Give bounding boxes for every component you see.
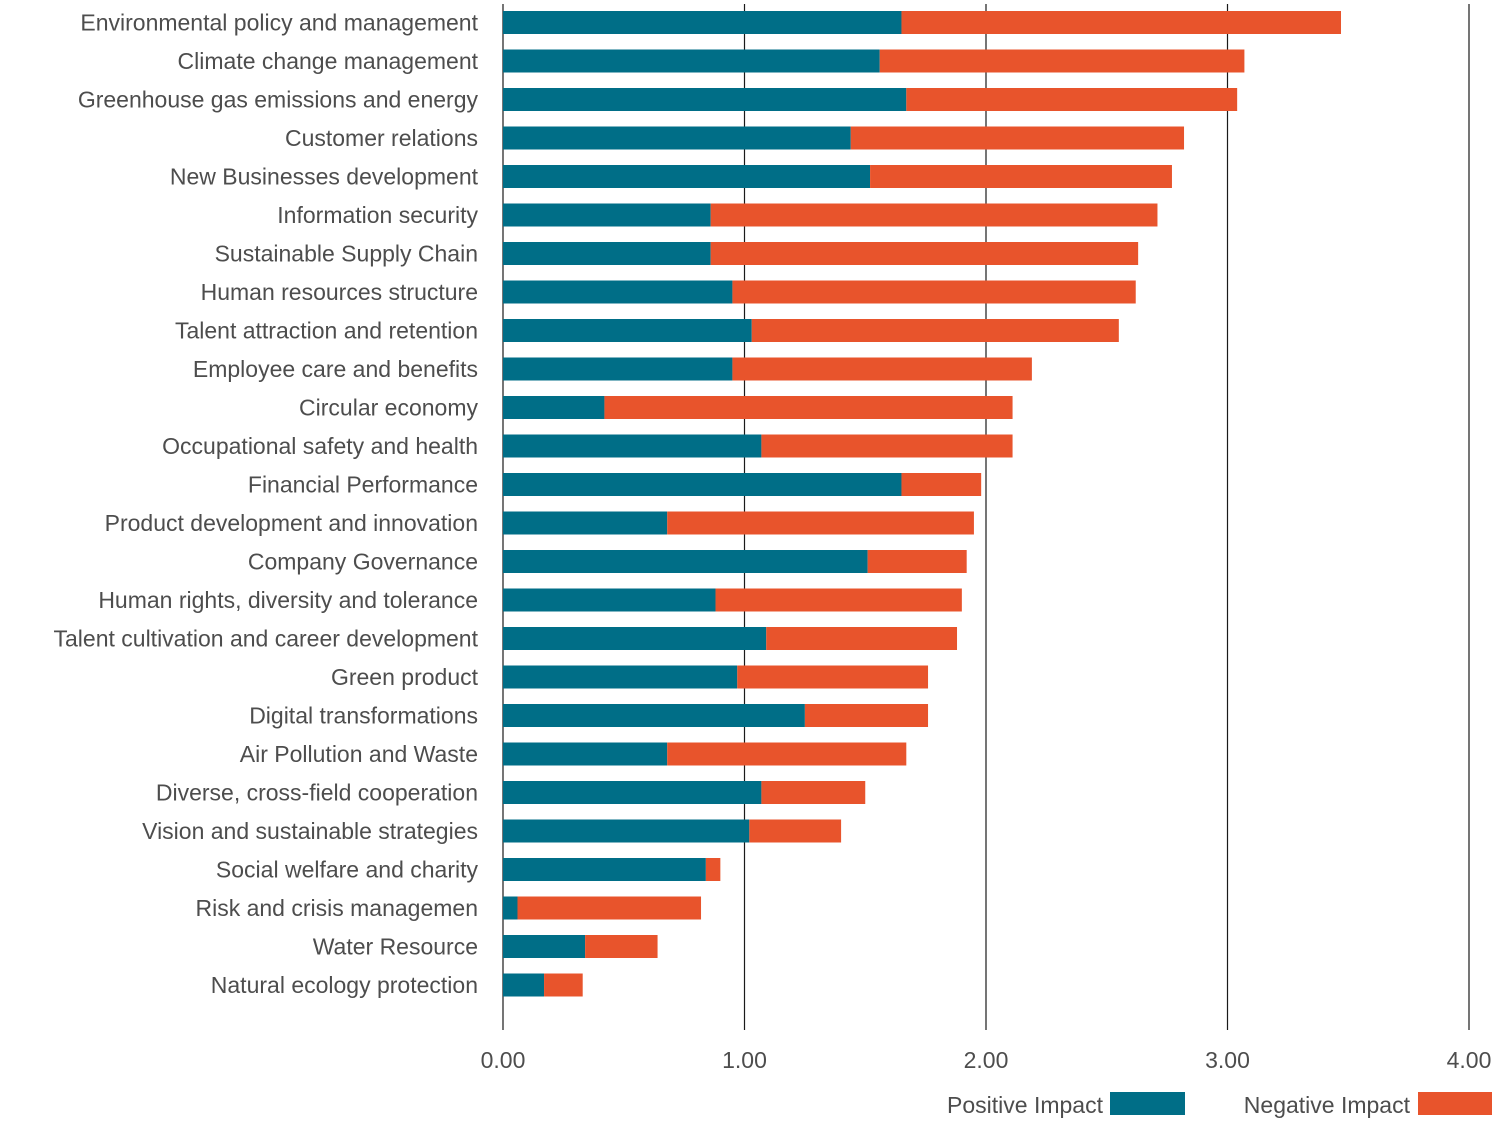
category-label-18: Digital transformations [249, 703, 478, 729]
category-label-9: Employee care and benefits [193, 356, 478, 382]
bar-negative-21 [749, 819, 842, 843]
x-tick-label-2: 2.00 [964, 1047, 1009, 1073]
bar-negative-23 [517, 896, 702, 920]
category-label-4: New Businesses development [170, 164, 479, 190]
bar-positive-18 [503, 704, 805, 727]
legend: Positive Impact Negative Impact [947, 1092, 1492, 1118]
bar-positive-4 [503, 165, 871, 188]
category-label-20: Diverse, cross-field cooperation [156, 780, 478, 806]
bar-positive-24 [503, 935, 586, 958]
bar-positive-1 [503, 49, 880, 73]
category-label-7: Human resources structure [201, 279, 478, 305]
bar-negative-2 [906, 88, 1238, 111]
x-tick-label-1: 1.00 [722, 1047, 767, 1073]
bar-positive-19 [503, 742, 668, 766]
bar-negative-3 [850, 126, 1185, 150]
category-label-14: Company Governance [248, 549, 478, 575]
x-tick-label-0: 0.00 [481, 1047, 526, 1073]
legend-swatch-negative [1418, 1092, 1492, 1115]
bar-negative-10 [604, 396, 1013, 419]
category-label-6: Sustainable Supply Chain [215, 241, 478, 267]
category-label-11: Occupational safety and health [162, 433, 478, 459]
bar-negative-7 [732, 280, 1136, 304]
bar-positive-2 [503, 88, 907, 111]
category-label-16: Talent cultivation and career developmen… [54, 626, 479, 652]
bar-positive-16 [503, 627, 767, 650]
bar-negative-4 [870, 165, 1172, 188]
bar-negative-22 [705, 858, 721, 881]
bar-positive-0 [503, 11, 902, 34]
category-labels: Environmental policy and management Clima… [54, 10, 479, 999]
bar-positive-14 [503, 550, 868, 573]
bar-positive-11 [503, 434, 762, 458]
bar-negative-18 [804, 704, 929, 727]
category-label-5: Information security [277, 202, 478, 228]
bar-negative-17 [737, 665, 929, 689]
category-label-22: Social welfare and charity [216, 857, 479, 883]
bar-negative-0 [901, 11, 1342, 34]
bar-negative-19 [667, 742, 907, 766]
bar-positive-3 [503, 126, 851, 150]
x-tick-label-4: 4.00 [1447, 1047, 1492, 1073]
bar-positive-17 [503, 665, 738, 689]
legend-swatch-positive [1110, 1092, 1185, 1115]
category-label-12: Financial Performance [248, 472, 478, 498]
category-label-21: Vision and sustainable strategies [142, 818, 478, 844]
bar-positive-6 [503, 242, 711, 265]
bar-positive-23 [503, 896, 518, 920]
bar-positive-25 [503, 973, 545, 997]
category-label-1: Climate change management [178, 48, 479, 74]
bar-positive-15 [503, 588, 716, 612]
bar-positive-13 [503, 511, 668, 535]
bar-positive-8 [503, 319, 752, 342]
category-label-25: Natural ecology protection [211, 972, 478, 998]
bar-positive-7 [503, 280, 733, 304]
x-axis-tick-labels: 0.00 1.00 2.00 3.00 4.00 [481, 1047, 1492, 1073]
bar-positive-5 [503, 203, 711, 227]
bar-negative-20 [761, 781, 866, 804]
bar-negative-9 [732, 357, 1032, 381]
bar-negative-13 [667, 511, 974, 535]
bar-positive-22 [503, 858, 706, 881]
bars [503, 11, 1342, 997]
bar-positive-20 [503, 781, 762, 804]
category-label-13: Product development and innovation [105, 510, 478, 536]
bar-negative-11 [761, 434, 1013, 458]
bar-negative-8 [751, 319, 1119, 342]
bar-positive-12 [503, 473, 902, 496]
bar-negative-1 [879, 49, 1245, 73]
category-label-17: Green product [331, 664, 479, 690]
bar-positive-21 [503, 819, 750, 843]
category-label-3: Customer relations [285, 125, 478, 151]
category-label-23: Risk and crisis managemen [195, 895, 478, 921]
bar-negative-14 [867, 550, 967, 573]
category-label-19: Air Pollution and Waste [240, 741, 478, 767]
bar-positive-10 [503, 396, 605, 419]
bar-negative-25 [544, 973, 583, 997]
x-tick-label-3: 3.00 [1205, 1047, 1250, 1073]
legend-label-negative: Negative Impact [1244, 1092, 1411, 1118]
bar-positive-9 [503, 357, 733, 381]
category-label-0: Environmental policy and management [80, 10, 478, 36]
category-label-8: Talent attraction and retention [175, 318, 478, 344]
bar-negative-12 [901, 473, 982, 496]
bar-negative-5 [710, 203, 1158, 227]
bar-negative-24 [585, 935, 658, 958]
category-label-10: Circular economy [299, 395, 478, 421]
category-label-24: Water Resource [313, 934, 478, 960]
legend-label-positive: Positive Impact [947, 1092, 1104, 1118]
category-label-15: Human rights, diversity and tolerance [98, 587, 478, 613]
bar-negative-16 [766, 627, 958, 650]
bar-negative-6 [710, 242, 1139, 265]
category-label-2: Greenhouse gas emissions and energy [78, 87, 479, 113]
bar-negative-15 [715, 588, 962, 612]
